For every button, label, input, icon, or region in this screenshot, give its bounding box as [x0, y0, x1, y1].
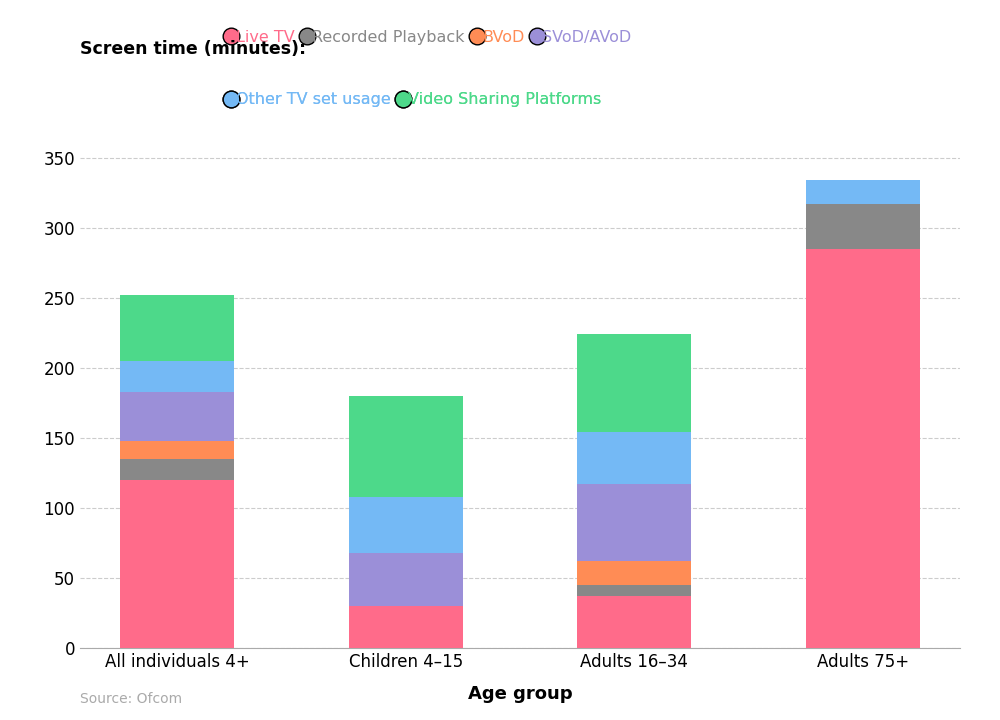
Bar [806, 248, 920, 648]
Bar [349, 497, 463, 553]
Bar [577, 432, 691, 484]
Bar [806, 204, 920, 248]
Bar [120, 441, 234, 459]
Bar [120, 392, 234, 441]
Bar [349, 553, 463, 606]
Bar [577, 596, 691, 648]
Text: Screen time (minutes):: Screen time (minutes): [80, 40, 306, 58]
Bar [577, 334, 691, 432]
Bar [349, 606, 463, 648]
Bar [120, 459, 234, 480]
Bar [806, 180, 920, 204]
X-axis label: Age group: Age group [468, 685, 572, 703]
Bar [120, 295, 234, 361]
Bar [120, 361, 234, 392]
Bar [349, 396, 463, 497]
Bar [577, 585, 691, 596]
Bar [577, 484, 691, 561]
Bar [577, 561, 691, 585]
Bar [120, 480, 234, 648]
Legend: Other TV set usage, Video Sharing Platforms: Other TV set usage, Video Sharing Platfo… [224, 86, 608, 114]
Text: Source: Ofcom: Source: Ofcom [80, 692, 182, 706]
